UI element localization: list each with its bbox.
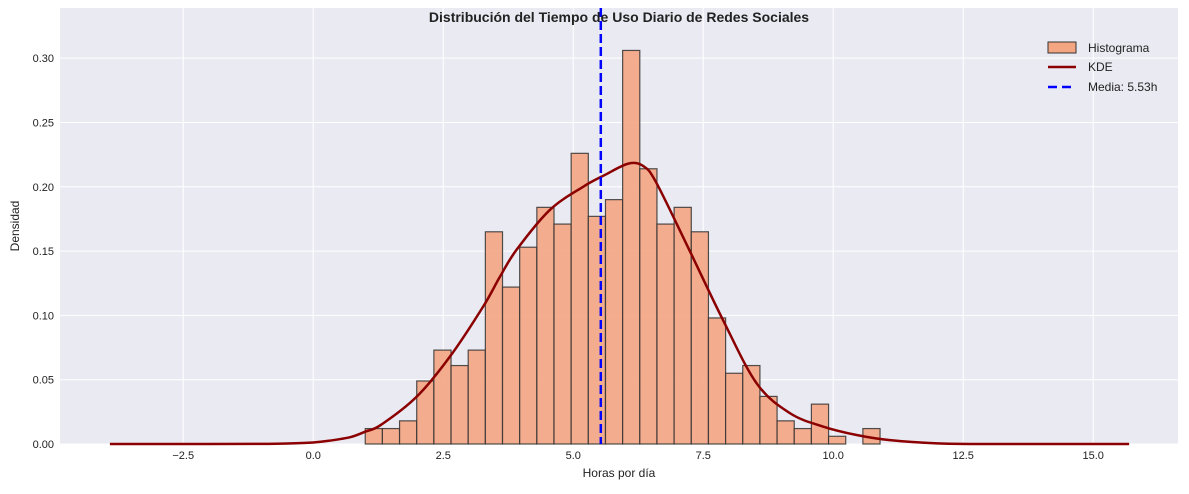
chart-title: Distribución del Tiempo de Uso Diario de… bbox=[429, 9, 809, 25]
histogram-bar bbox=[501, 286, 521, 445]
y-tick-label: 0.15 bbox=[33, 246, 54, 258]
x-tick-label: 7.5 bbox=[696, 450, 711, 462]
histogram-bar bbox=[656, 223, 675, 445]
y-tick-label: 0.05 bbox=[33, 375, 54, 387]
histogram-bar bbox=[519, 246, 538, 445]
legend-mean-label: Media: 5.53h bbox=[1088, 80, 1157, 94]
histogram-bar bbox=[622, 49, 641, 445]
legend-histogram-swatch bbox=[1047, 41, 1077, 54]
y-tick-label: 0.00 bbox=[33, 439, 54, 451]
histogram-bar bbox=[433, 349, 452, 445]
histogram-bar bbox=[570, 152, 589, 445]
histogram-bar bbox=[484, 231, 504, 445]
histogram-bar bbox=[673, 206, 692, 445]
histogram-bar bbox=[467, 349, 486, 445]
histogram-bar bbox=[416, 380, 435, 445]
y-tick-label: 0.20 bbox=[33, 182, 54, 194]
histogram-bar bbox=[690, 231, 710, 445]
y-axis-label: Densidad bbox=[8, 201, 22, 252]
x-tick-label: 2.5 bbox=[436, 450, 451, 462]
histogram-bar bbox=[587, 215, 607, 445]
x-tick-label: 12.5 bbox=[953, 450, 974, 462]
x-tick-label: 10.0 bbox=[823, 450, 844, 462]
histogram-bar bbox=[553, 223, 572, 445]
legend-histogram-label: Histograma bbox=[1088, 41, 1150, 55]
histogram-bar bbox=[707, 317, 727, 445]
y-tick-label: 0.10 bbox=[33, 310, 54, 322]
histogram-bar bbox=[536, 206, 555, 445]
histogram-bar bbox=[793, 427, 812, 445]
legend-kde-label: KDE bbox=[1088, 60, 1113, 74]
legend: Histograma KDE Media: 5.53h bbox=[1047, 41, 1157, 94]
y-tick-label: 0.30 bbox=[33, 53, 54, 65]
x-tick-label: 0.0 bbox=[306, 450, 321, 462]
kde-line bbox=[109, 161, 1130, 446]
histogram-bar bbox=[450, 364, 469, 445]
histogram-bar bbox=[381, 427, 401, 445]
histogram-bar bbox=[398, 420, 418, 445]
x-tick-label: −2.5 bbox=[172, 450, 194, 462]
x-axis-label: Horas por día bbox=[583, 466, 656, 480]
y-axis-ticks: 0.00 0.05 0.10 0.15 0.20 0.25 0.30 bbox=[33, 53, 54, 451]
x-axis-ticks: −2.5 0.0 2.5 5.0 7.5 10.0 12.5 15.0 bbox=[172, 450, 1104, 462]
y-tick-label: 0.25 bbox=[33, 117, 54, 129]
x-tick-label: 5.0 bbox=[566, 450, 581, 462]
x-tick-label: 15.0 bbox=[1083, 450, 1104, 462]
histogram-bar bbox=[724, 372, 744, 445]
histogram-bar bbox=[827, 435, 847, 445]
histogram-bar bbox=[604, 199, 624, 445]
histogram-bar bbox=[639, 168, 658, 445]
histogram-bar bbox=[776, 420, 795, 445]
